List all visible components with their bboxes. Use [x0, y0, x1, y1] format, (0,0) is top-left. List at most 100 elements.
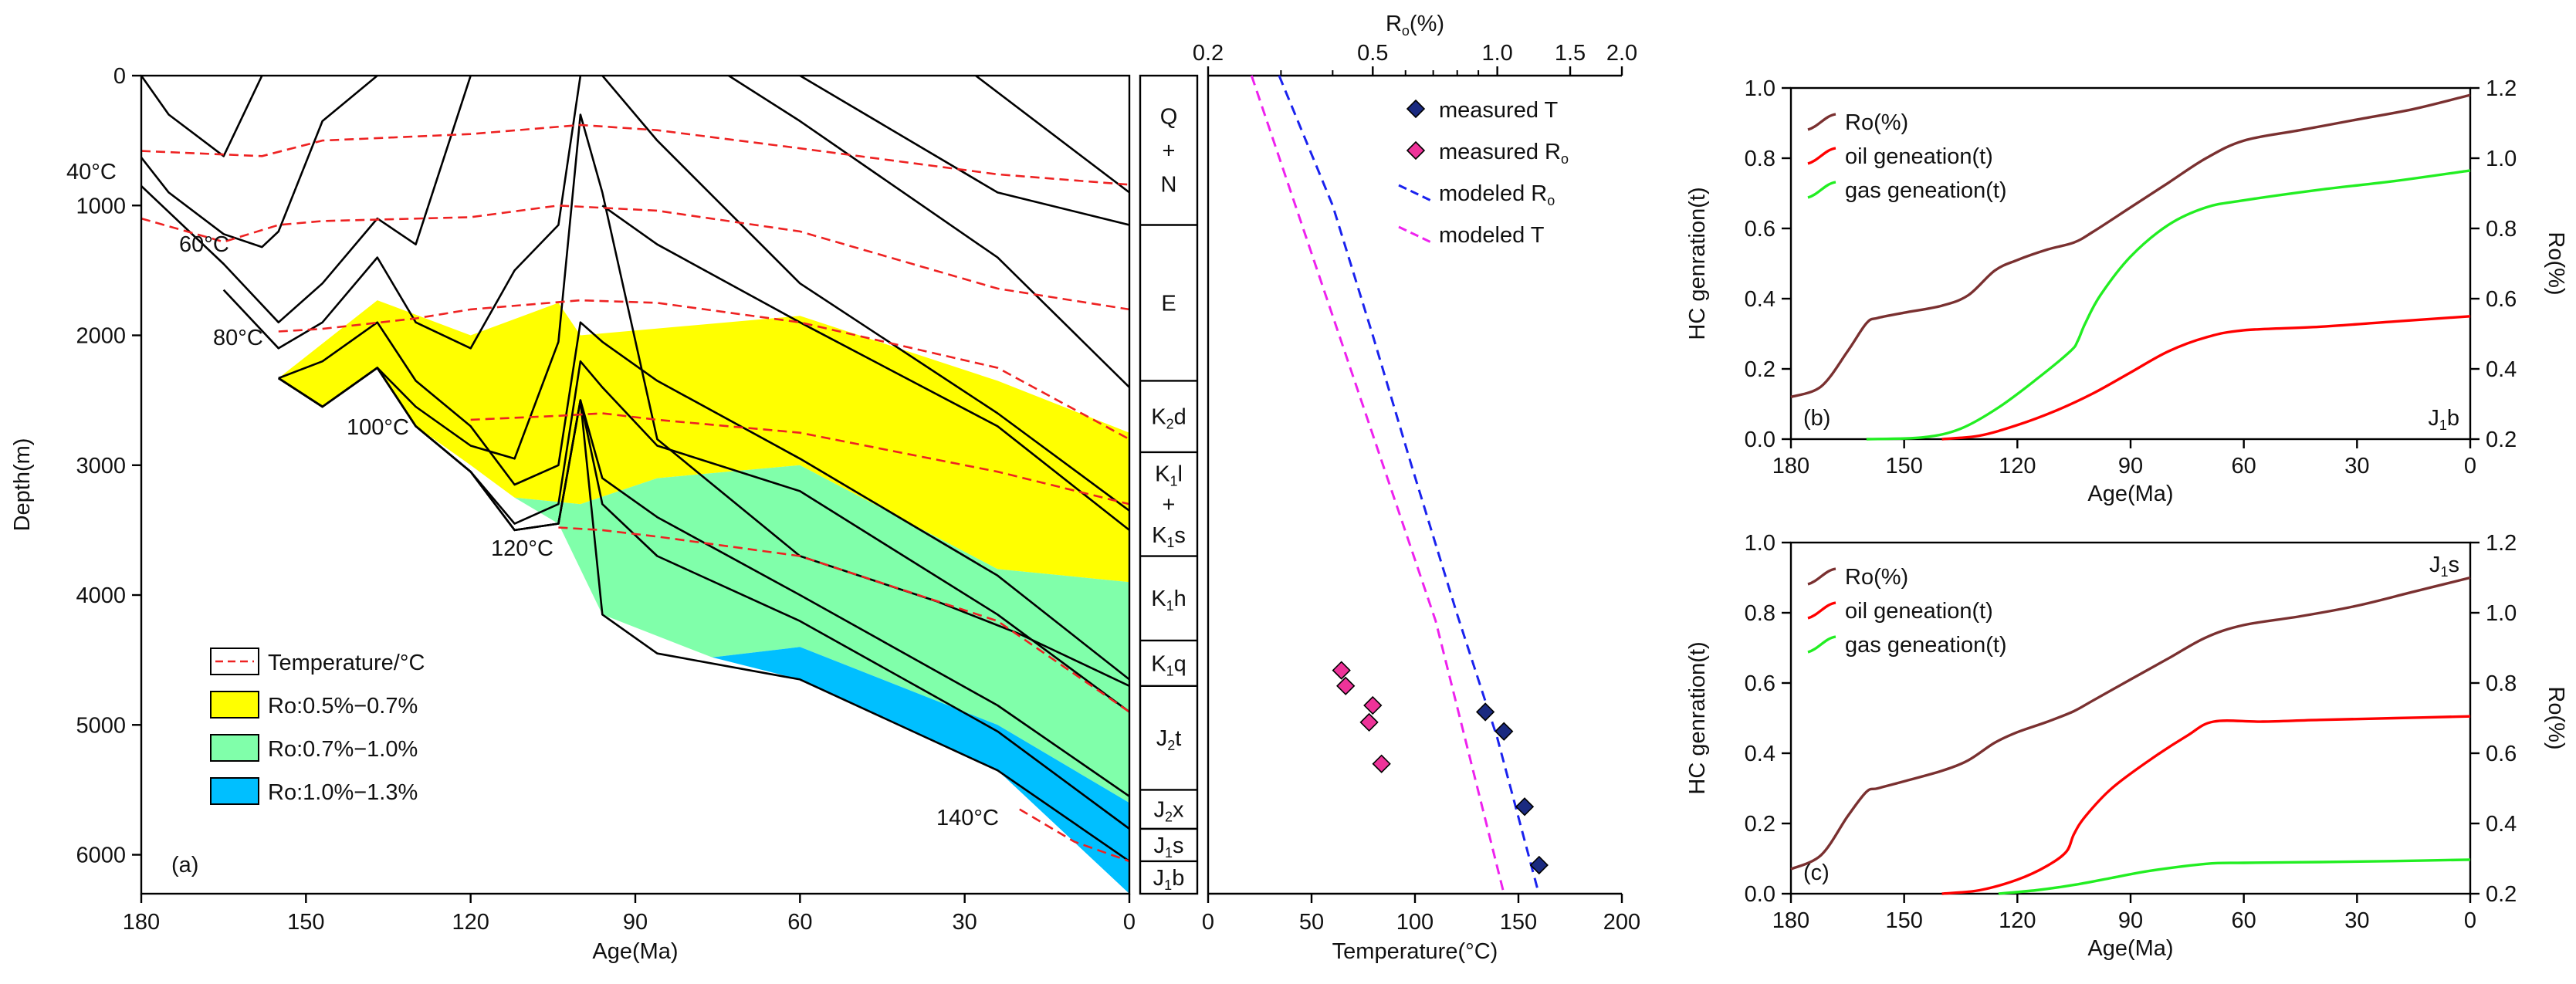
legend-label: Ro:1.0%−1.3%	[268, 780, 418, 805]
y2-tick-label: 0.6	[2486, 742, 2517, 766]
legend-line	[1807, 181, 1836, 199]
series-line	[1941, 315, 2471, 441]
measured-t-point	[1494, 722, 1514, 741]
top-x-axis-label: Ro(%)	[1386, 12, 1444, 39]
x-tick-label: 90	[623, 910, 648, 935]
measured-ro-point	[1363, 695, 1383, 715]
strat-unit-label: Q	[1160, 105, 1178, 130]
panel-label: (c)	[1803, 861, 1830, 885]
legend-line	[1807, 601, 1836, 620]
legend-label: modeled Ro	[1439, 181, 1555, 208]
burial-horizon-line	[601, 205, 1129, 531]
y-tick-label: 0	[113, 64, 126, 89]
strat-unit-label: K1l	[1155, 462, 1183, 489]
formation-label: J1b	[2428, 406, 2459, 433]
series-line	[1790, 576, 2471, 871]
x-tick-label: 200	[1603, 910, 1640, 935]
strat-unit-label: K1s	[1152, 523, 1186, 550]
y-tick-label: 0.0	[1745, 882, 1775, 907]
x-tick-label: 30	[953, 910, 977, 935]
x-tick-label: 100	[1396, 910, 1434, 935]
y2-tick-label: 1.2	[2486, 76, 2517, 101]
x-tick-label: 150	[1885, 454, 1922, 478]
strat-unit-label: J1s	[1153, 834, 1183, 861]
strat-unit-label: J2x	[1153, 798, 1184, 825]
x-tick-label: 60	[2232, 908, 2256, 933]
isotherm-line	[558, 526, 1129, 713]
y2-axis-label: Ro(%)	[2544, 232, 2568, 295]
y2-tick-label: 0.2	[2486, 428, 2517, 452]
x-tick-label: 180	[1772, 454, 1809, 478]
series-line	[1998, 858, 2471, 895]
y2-tick-label: 0.4	[2486, 357, 2517, 382]
ro-zone-3	[712, 647, 1129, 894]
series-line	[1941, 715, 2471, 895]
y-tick-label: 0.8	[1745, 601, 1775, 626]
y-tick-label: 0.4	[1745, 287, 1775, 312]
panel-label: (b)	[1803, 406, 1830, 431]
isotherm-label: 120°C	[491, 536, 553, 561]
panel-frame	[1789, 86, 2472, 441]
modeled-ro-line	[1278, 75, 1540, 894]
x-tick-label: 0	[2464, 908, 2476, 933]
stratigraphic-column: Q + N E K2d K1l + K1s K1h K1q J2t J2x J1s J1b	[1139, 74, 1199, 895]
legend-label: Ro:0.7%−1.0%	[268, 737, 418, 762]
measured-t-point	[1529, 855, 1549, 875]
y-tick-label: 3000	[76, 454, 126, 478]
burial-horizon-line	[278, 367, 1129, 862]
y-tick-label: 1.0	[1745, 76, 1775, 101]
strat-unit-label: +	[1163, 492, 1176, 517]
isotherm-line	[1019, 808, 1129, 863]
y2-tick-label: 0.6	[2486, 287, 2517, 312]
y2-tick-label: 1.0	[2486, 601, 2517, 626]
measured-ro-point	[1336, 676, 1356, 695]
y-axis-label: Depth(m)	[10, 438, 35, 532]
x-axis-label: Age(Ma)	[592, 939, 678, 964]
legend-label: Temperature/°C	[268, 651, 425, 675]
strat-unit-label: +	[1163, 139, 1176, 164]
y2-axis-label: Ro(%)	[2544, 686, 2568, 749]
strat-frame	[1139, 74, 1199, 895]
x-tick-label: 60	[2232, 454, 2256, 478]
legend-label: oil geneation(t)	[1845, 599, 1993, 624]
legend-line	[1398, 225, 1432, 244]
measured-ro-point	[1359, 712, 1379, 732]
measured-ro-point	[1372, 754, 1391, 773]
top-x-tick-label: 1.0	[1481, 41, 1512, 66]
y-tick-label: 0.0	[1745, 428, 1775, 452]
isotherm-line	[141, 204, 1129, 311]
legend-label: Ro:0.5%−0.7%	[268, 694, 418, 719]
y-axis-label: HC genration(t)	[1685, 187, 1710, 340]
x-axis-label: Age(Ma)	[2087, 936, 2173, 961]
burial-horizon-line	[799, 76, 1129, 226]
legend-line	[1807, 113, 1836, 131]
strat-unit-label: N	[1161, 173, 1177, 198]
x-tick-label: 60	[787, 910, 812, 935]
legend-label: Ro(%)	[1845, 110, 1908, 135]
legend-label: oil geneation(t)	[1845, 144, 1993, 169]
x-tick-label: 90	[2118, 454, 2143, 478]
isotherm-label: 60°C	[179, 232, 229, 257]
legend-line	[1807, 635, 1836, 654]
x-axis-label: Temperature(°C)	[1332, 939, 1498, 964]
legend-label: gas geneation(t)	[1845, 633, 2007, 658]
legend-label: measured T	[1439, 98, 1558, 123]
ro-zone-1	[278, 300, 1129, 583]
legend-label: modeled T	[1439, 223, 1545, 248]
y-tick-label: 1000	[76, 194, 126, 218]
legend-marker	[1406, 140, 1426, 161]
y-tick-label: 2000	[76, 324, 126, 349]
x-tick-label: 50	[1299, 910, 1324, 935]
measured-ro-point	[1332, 661, 1351, 680]
burial-horizon-line	[728, 76, 1129, 388]
measured-t-point	[1475, 702, 1495, 722]
y2-tick-label: 1.2	[2486, 531, 2517, 556]
y2-tick-label: 0.2	[2486, 882, 2517, 907]
burial-horizon-line	[975, 76, 1129, 194]
strat-unit-label: J2t	[1156, 726, 1182, 753]
strat-unit-label: K1h	[1151, 587, 1186, 614]
burial-horizon-line	[601, 76, 1129, 512]
y-tick-label: 0.2	[1745, 812, 1775, 837]
strat-unit-label: K2d	[1151, 405, 1186, 432]
isotherm-label: 140°C	[936, 806, 999, 830]
